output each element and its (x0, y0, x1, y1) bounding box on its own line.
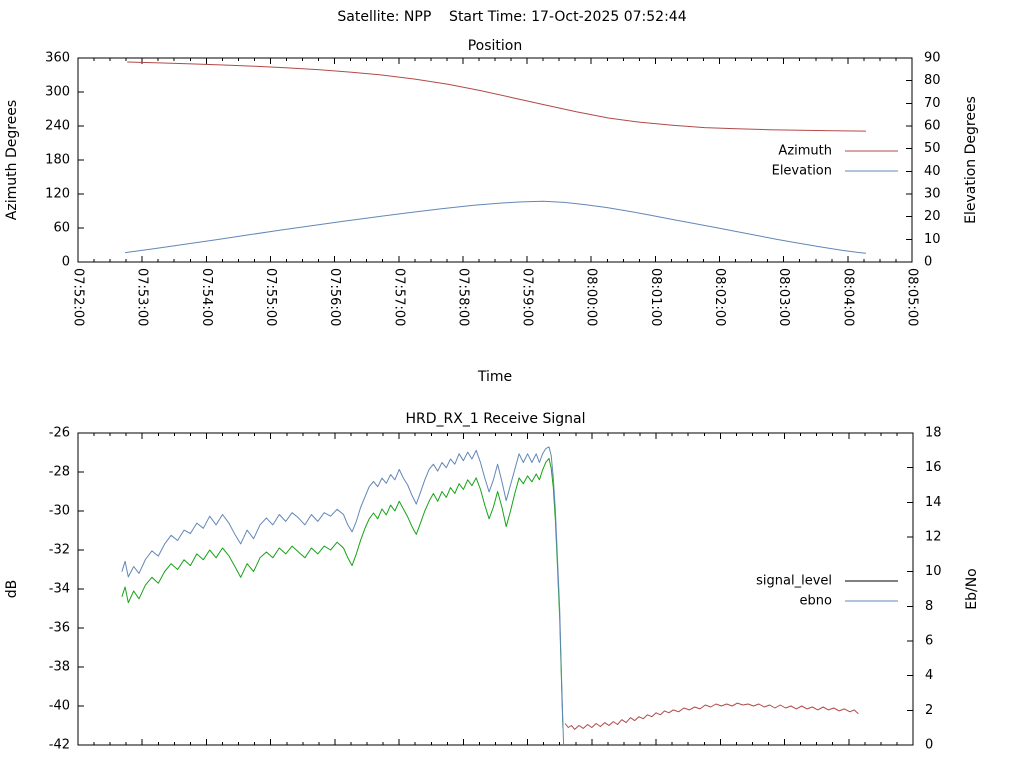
y-tick-label: -34 (49, 582, 70, 597)
y2-tick-label: 0 (925, 738, 933, 753)
y-tick-label: -26 (49, 426, 70, 441)
plot-border (77, 432, 914, 746)
y-tick-label: -38 (49, 660, 70, 675)
y-tick-label: -32 (49, 543, 70, 558)
y-axis-label: dB (4, 580, 20, 599)
y-tick-label: -42 (49, 738, 70, 753)
series-signal-level-locked (121, 457, 564, 728)
y-tick-label: 60 (53, 221, 70, 236)
y-tick-label: -30 (49, 504, 70, 519)
chart-title: Position (468, 38, 523, 54)
x-tick-label: 08:03:00 (776, 268, 791, 326)
chart-receive-signal: -42 -40 -38 -36 -34 -32 -30 -28 -26 0 2 4 6 8 10 12 14 16… (4, 411, 980, 753)
y-tick-label: 300 (45, 85, 70, 100)
x-axis-label: Time (477, 369, 512, 385)
y2-axis-label: Eb/No (964, 568, 980, 610)
y2-tick-label: 10 (924, 232, 941, 247)
legend-label-ebno: ebno (800, 594, 832, 609)
y-tick-label: -36 (49, 621, 70, 636)
legend-label-signal_level: signal_level (756, 574, 832, 589)
plot-border (77, 57, 913, 263)
y-tick-label: 360 (45, 51, 70, 66)
y2-tick-label: 0 (924, 255, 932, 270)
series-ebno (121, 446, 565, 746)
y2-tick-label: 2 (925, 703, 933, 718)
y2-tick-label: 80 (924, 73, 941, 88)
y2-tick-label: 40 (924, 164, 941, 179)
y2-tick-label: 18 (925, 426, 942, 441)
y2-tick-label: 60 (924, 119, 941, 134)
y2-tick-label: 4 (925, 668, 933, 683)
x-tick-label: 07:56:00 (327, 268, 342, 326)
y2-tick-label: 50 (924, 141, 941, 156)
y-tick-label: -28 (49, 465, 70, 480)
x-tick-label: 07:53:00 (135, 268, 150, 326)
y2-tick-label: 30 (924, 187, 941, 202)
x-tick-label: 07:58:00 (455, 268, 470, 326)
y-tick-label: -40 (49, 699, 70, 714)
y2-tick-label: 90 (924, 51, 941, 66)
x-tick-label: 08:05:00 (905, 268, 920, 326)
series-azimuth (127, 61, 867, 132)
x-tick-label: 07:54:00 (199, 268, 214, 326)
y-axis-label: Azimuth Degrees (4, 100, 20, 220)
y2-tick-label: 6 (925, 634, 933, 649)
legend-label-elevation: Elevation (772, 164, 832, 179)
y2-tick-label: 16 (925, 460, 942, 475)
x-tick-label: 08:01:00 (648, 268, 663, 326)
y-tick-label: 0 (62, 255, 70, 270)
x-tick-label: 08:04:00 (840, 268, 855, 326)
y-tick-label: 180 (45, 153, 70, 168)
y-tick-label: 120 (45, 187, 70, 202)
x-tick-label: 08:02:00 (712, 268, 727, 326)
y2-axis-label: Elevation Degrees (963, 96, 979, 224)
x-tick-label: 07:55:00 (263, 268, 278, 326)
x-tick-label: 07:52:00 (71, 268, 86, 326)
series-signal-level-noise-floor (564, 702, 859, 730)
x-tick-label: 07:59:00 (520, 268, 535, 326)
legend-label-azimuth: Azimuth (778, 144, 832, 159)
y2-tick-label: 20 (924, 209, 941, 224)
chart-title: HRD_RX_1 Receive Signal (406, 411, 586, 427)
series-elevation (124, 200, 867, 254)
chart-position: 07:52:00 07:53:00 07:54:00 07:55:00 07:56:00… (4, 38, 979, 385)
y2-tick-label: 10 (925, 564, 942, 579)
x-tick-label: 08:00:00 (584, 268, 599, 326)
page-title: Satellite: NPP Start Time: 17-Oct-2025 0… (337, 9, 687, 25)
y2-tick-label: 70 (924, 96, 941, 111)
y2-tick-label: 8 (925, 599, 933, 614)
y-tick-label: 240 (45, 119, 70, 134)
y2-tick-label: 14 (925, 495, 942, 510)
x-tick-label: 07:57:00 (391, 268, 406, 326)
y2-tick-label: 12 (925, 530, 942, 545)
